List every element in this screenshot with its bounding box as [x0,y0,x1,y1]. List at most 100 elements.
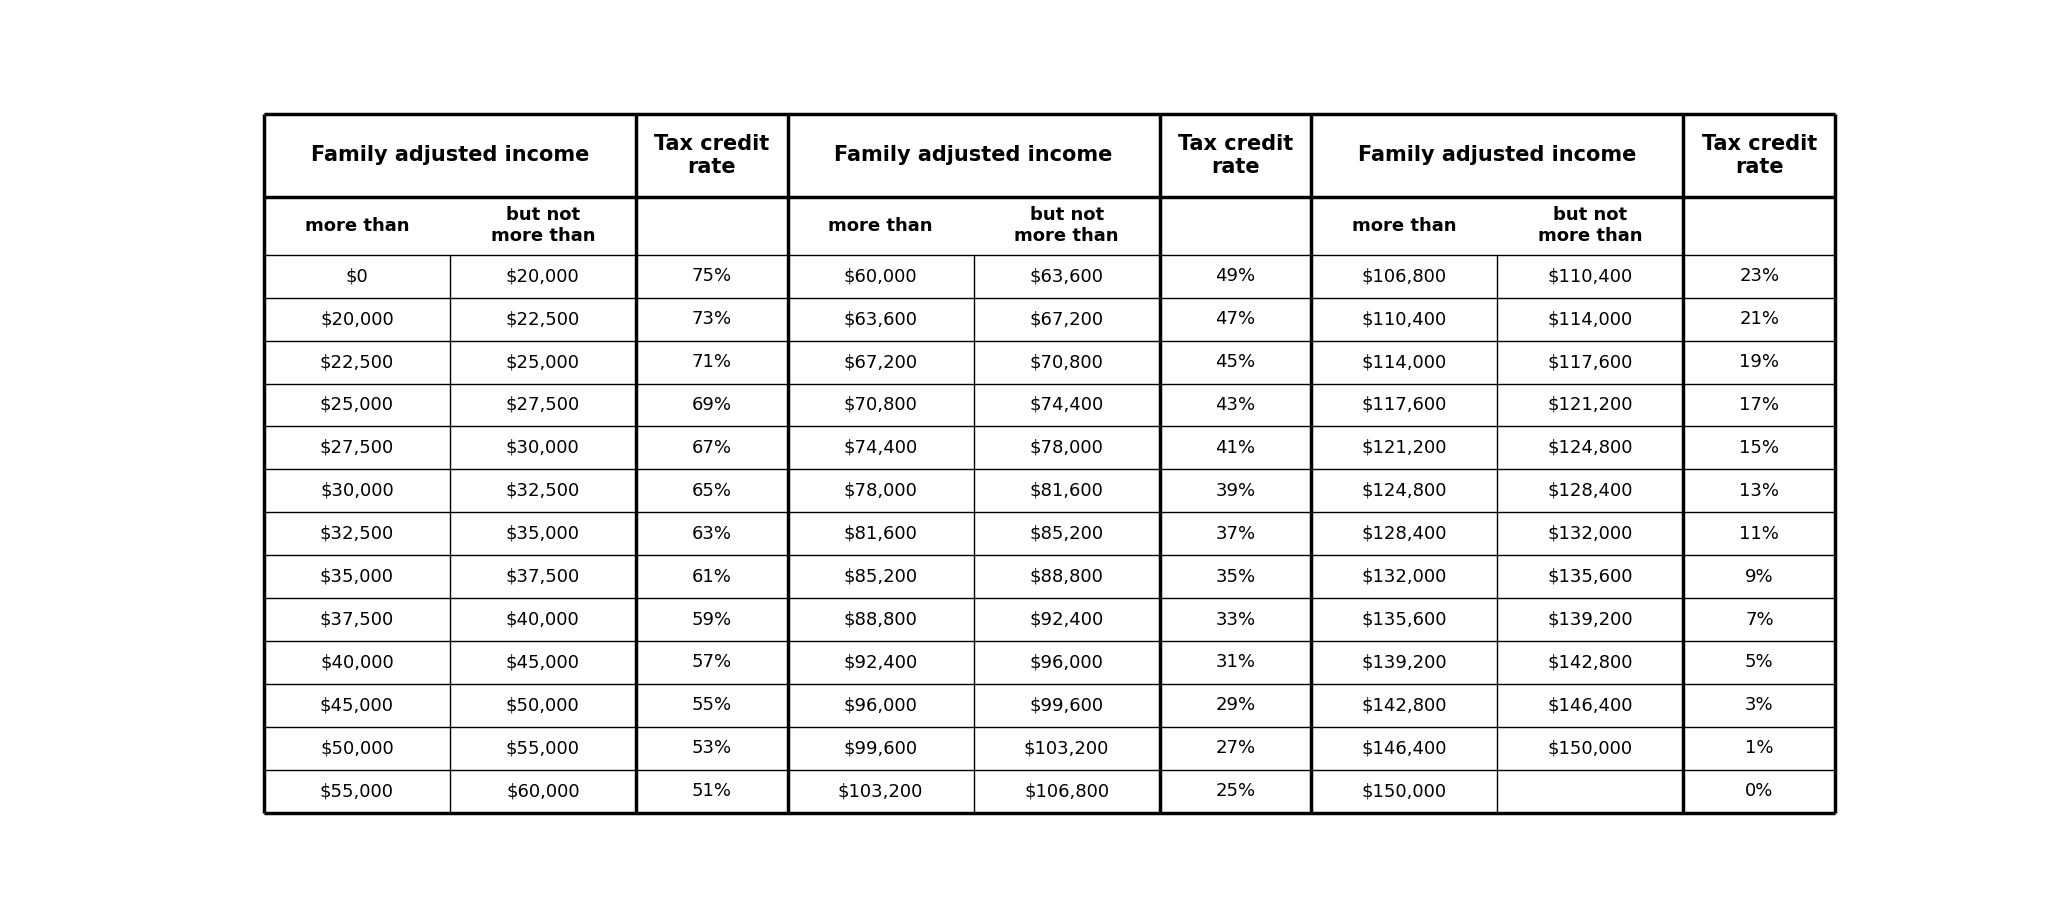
Text: 61%: 61% [692,568,731,586]
Text: Tax credit
rate: Tax credit rate [1178,134,1292,177]
Text: 37%: 37% [1214,525,1255,543]
Text: $132,000: $132,000 [1548,525,1632,543]
Text: 51%: 51% [692,782,731,801]
Text: $117,600: $117,600 [1548,353,1632,371]
Text: but not
more than: but not more than [1538,206,1642,245]
Text: $99,600: $99,600 [1030,696,1104,714]
Text: $81,600: $81,600 [844,525,918,543]
Text: $32,500: $32,500 [506,481,580,500]
Text: 45%: 45% [1214,353,1255,371]
Text: 63%: 63% [692,525,731,543]
Text: $139,200: $139,200 [1548,611,1632,628]
Text: 43%: 43% [1214,396,1255,414]
Text: $63,600: $63,600 [1030,267,1104,285]
Text: $45,000: $45,000 [319,696,393,714]
Text: $20,000: $20,000 [319,310,393,328]
Text: $78,000: $78,000 [1030,439,1104,457]
Text: $27,500: $27,500 [506,396,580,414]
Text: $60,000: $60,000 [844,267,918,285]
Text: more than: more than [305,216,410,235]
Text: 73%: 73% [692,310,731,328]
Text: 53%: 53% [692,739,731,757]
Text: Family adjusted income: Family adjusted income [834,145,1112,165]
Text: $37,500: $37,500 [506,568,580,586]
Text: $70,800: $70,800 [1030,353,1104,371]
Text: 1%: 1% [1745,739,1774,757]
Text: $74,400: $74,400 [1030,396,1104,414]
Text: $114,000: $114,000 [1362,353,1448,371]
Text: $70,800: $70,800 [844,396,918,414]
Text: $146,400: $146,400 [1548,696,1632,714]
Text: 19%: 19% [1739,353,1780,371]
Text: $55,000: $55,000 [506,739,580,757]
Text: $99,600: $99,600 [844,739,918,757]
Text: 3%: 3% [1745,696,1774,714]
Text: $88,800: $88,800 [1030,568,1104,586]
Text: $103,200: $103,200 [838,782,924,801]
Text: $45,000: $45,000 [506,654,580,671]
Text: 69%: 69% [692,396,731,414]
Text: $146,400: $146,400 [1362,739,1448,757]
Text: $67,200: $67,200 [844,353,918,371]
Text: $135,600: $135,600 [1362,611,1448,628]
Text: Tax credit
rate: Tax credit rate [653,134,770,177]
Text: $128,400: $128,400 [1362,525,1448,543]
Text: $132,000: $132,000 [1362,568,1448,586]
Text: 57%: 57% [692,654,731,671]
Text: 23%: 23% [1739,267,1780,285]
Text: 39%: 39% [1214,481,1255,500]
Text: more than: more than [829,216,934,235]
Text: $103,200: $103,200 [1024,739,1110,757]
Text: $117,600: $117,600 [1362,396,1448,414]
Text: 55%: 55% [692,696,731,714]
Text: $40,000: $40,000 [319,654,393,671]
Text: 65%: 65% [692,481,731,500]
Text: $55,000: $55,000 [319,782,393,801]
Text: 11%: 11% [1739,525,1780,543]
Text: 33%: 33% [1214,611,1255,628]
Text: $32,500: $32,500 [319,525,393,543]
Text: $22,500: $22,500 [319,353,393,371]
Text: 29%: 29% [1214,696,1255,714]
Text: $124,800: $124,800 [1362,481,1448,500]
Text: 71%: 71% [692,353,731,371]
Text: $139,200: $139,200 [1362,654,1448,671]
Text: $85,200: $85,200 [844,568,918,586]
Text: 59%: 59% [692,611,731,628]
Text: $121,200: $121,200 [1362,439,1448,457]
Text: 31%: 31% [1217,654,1255,671]
Text: $35,000: $35,000 [506,525,580,543]
Text: $128,400: $128,400 [1548,481,1632,500]
Text: 41%: 41% [1217,439,1255,457]
Text: $135,600: $135,600 [1548,568,1632,586]
Text: $142,800: $142,800 [1362,696,1448,714]
Text: 5%: 5% [1745,654,1774,671]
Text: but not
more than: but not more than [1014,206,1118,245]
Text: $35,000: $35,000 [319,568,393,586]
Text: Family adjusted income: Family adjusted income [311,145,590,165]
Text: 21%: 21% [1739,310,1780,328]
Text: $88,800: $88,800 [844,611,918,628]
Text: $37,500: $37,500 [319,611,393,628]
Text: $92,400: $92,400 [844,654,918,671]
Text: $124,800: $124,800 [1548,439,1632,457]
Text: $96,000: $96,000 [1030,654,1104,671]
Text: $22,500: $22,500 [506,310,580,328]
Text: 0%: 0% [1745,782,1774,801]
Text: 27%: 27% [1214,739,1255,757]
Text: $60,000: $60,000 [506,782,580,801]
Text: $142,800: $142,800 [1548,654,1632,671]
Text: $92,400: $92,400 [1030,611,1104,628]
Text: 47%: 47% [1214,310,1255,328]
Text: 15%: 15% [1739,439,1780,457]
Text: Tax credit
rate: Tax credit rate [1702,134,1817,177]
Text: $150,000: $150,000 [1362,782,1448,801]
Text: 9%: 9% [1745,568,1774,586]
Text: $25,000: $25,000 [506,353,580,371]
Text: $114,000: $114,000 [1548,310,1632,328]
Text: $96,000: $96,000 [844,696,918,714]
Text: $27,500: $27,500 [319,439,393,457]
Text: $40,000: $40,000 [506,611,580,628]
Text: 13%: 13% [1739,481,1780,500]
Text: $106,800: $106,800 [1362,267,1448,285]
